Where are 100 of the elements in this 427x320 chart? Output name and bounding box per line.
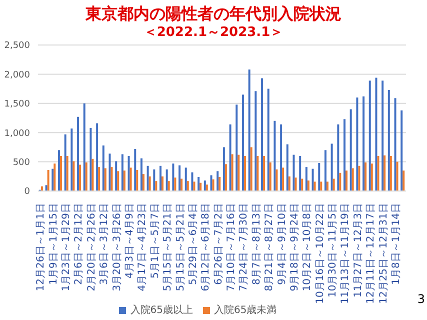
x-tick-label: 9月18日～9月24日	[289, 203, 300, 292]
x-tick-label: 4月3日～4月9日	[124, 203, 136, 278]
bar	[261, 78, 264, 191]
bar	[92, 158, 94, 191]
bar	[375, 78, 378, 191]
x-tick-label: 11月27日～12月3日	[352, 203, 364, 298]
bar	[292, 154, 295, 191]
bar	[72, 161, 75, 191]
x-tick-label: 8月7日～8月13日	[251, 203, 262, 285]
chart-subtitle: ＜2022.1～2023.1＞	[142, 24, 284, 41]
x-tick-label: 3月20日～3月26日	[112, 203, 123, 292]
bar	[280, 124, 282, 191]
text: 3	[417, 292, 425, 306]
bar	[286, 144, 288, 191]
bar	[153, 169, 156, 191]
bar	[248, 70, 250, 191]
bar	[60, 156, 62, 191]
x-tick-label: 5月29日～6月4日	[188, 203, 199, 285]
bar	[274, 120, 276, 191]
y-tick-label: 1,500	[4, 100, 30, 110]
bar	[198, 176, 200, 191]
bar	[160, 166, 162, 191]
bar	[200, 182, 202, 191]
bar	[236, 104, 238, 191]
bar	[191, 172, 194, 191]
bar	[242, 94, 244, 191]
bar	[364, 162, 367, 191]
bar	[212, 179, 214, 191]
bar	[339, 172, 342, 191]
bar	[312, 168, 314, 191]
x-tick-label: 5月1日～5月7日	[150, 203, 161, 278]
bar	[400, 110, 403, 191]
bar	[330, 144, 333, 191]
x-tick-label: 2月20日～2月26日	[86, 203, 98, 292]
bar	[254, 91, 257, 191]
bar	[350, 109, 352, 191]
x-tick-label: 7月24日～7月30日	[238, 203, 250, 292]
bar	[148, 176, 151, 191]
bar	[45, 185, 48, 191]
bar	[146, 166, 149, 191]
bar	[396, 162, 398, 191]
x-tick-label: 8月21日～8月27日	[264, 203, 276, 292]
bar	[83, 103, 86, 191]
bar	[368, 80, 371, 191]
bar	[110, 167, 113, 191]
x-tick-label: 2月6日～2月12日	[74, 203, 85, 285]
x-tick-label: 10月2日～10月8日	[302, 203, 314, 292]
x-tick-label: 5月15日～5月21日	[175, 203, 186, 292]
bar	[54, 164, 56, 191]
bar	[276, 169, 278, 191]
bar	[288, 176, 290, 191]
bar	[172, 164, 174, 191]
bar	[352, 168, 354, 191]
bar	[326, 182, 328, 191]
x-tick-label: 1月23日～1月29日	[61, 203, 72, 292]
bar	[130, 168, 132, 191]
bar	[210, 175, 212, 191]
bar	[222, 147, 225, 191]
bar	[96, 123, 98, 191]
bar	[282, 168, 284, 191]
bar	[356, 98, 358, 191]
bar	[307, 180, 310, 191]
bar	[294, 178, 297, 191]
bar	[166, 169, 168, 191]
bar	[402, 170, 405, 191]
bar	[388, 90, 390, 191]
bar	[346, 170, 348, 191]
bar	[394, 98, 396, 191]
y-tick-label: 2,000	[4, 70, 30, 80]
bar	[314, 182, 316, 191]
bar	[229, 124, 232, 191]
bar	[64, 134, 66, 191]
bar	[267, 88, 270, 191]
bar	[344, 119, 346, 191]
bar	[318, 162, 320, 191]
bar	[66, 156, 68, 191]
bar	[123, 170, 126, 191]
bar	[174, 178, 176, 191]
bar	[85, 162, 88, 191]
x-tick-label: 6月12日～6月18日	[200, 203, 212, 292]
x-tick-label: 12月25日～12月31日	[378, 203, 390, 304]
bar	[178, 165, 181, 191]
x-tick-label: 4月17日～4月23日	[137, 203, 148, 292]
bar	[362, 96, 365, 191]
bar	[382, 80, 384, 191]
bar	[90, 128, 92, 191]
bar	[384, 155, 386, 191]
x-tick-label: 12月26日～1月1日	[36, 203, 47, 292]
x-tick-label: 1月9日～1月15日	[48, 203, 60, 285]
bar	[305, 167, 308, 191]
bar	[136, 170, 138, 191]
bar	[115, 161, 118, 191]
y-tick-label: 1,000	[4, 128, 30, 139]
bar	[224, 164, 227, 191]
bar	[377, 156, 380, 191]
bar	[358, 166, 360, 191]
x-tick-label: 6月26日～7月2日	[213, 203, 224, 285]
bar	[102, 145, 104, 191]
bar	[180, 178, 183, 191]
bar	[121, 154, 124, 191]
